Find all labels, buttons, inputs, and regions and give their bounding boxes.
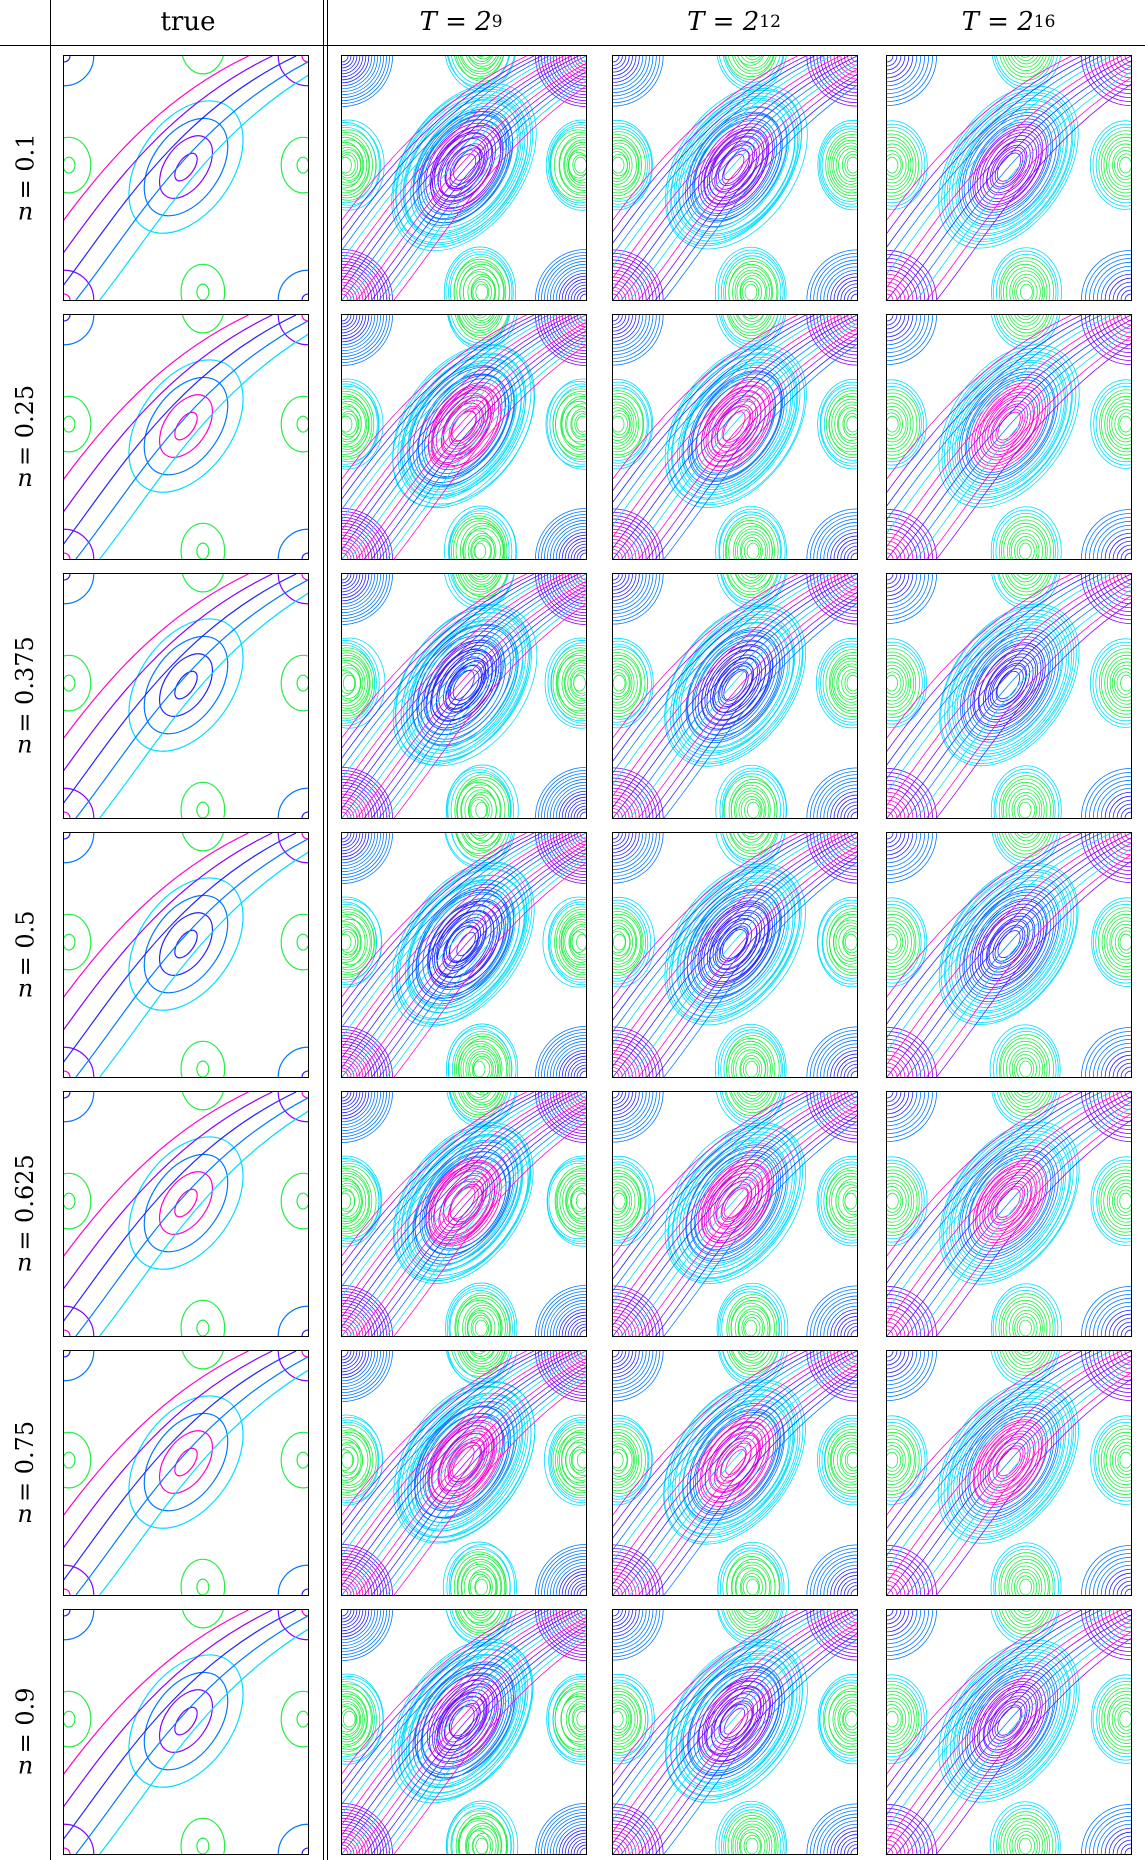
panel-t-2-9-u-0-75 <box>341 1350 587 1596</box>
streamline-plot <box>64 1351 308 1595</box>
streamline-plot <box>613 1092 857 1336</box>
panel-true-u-0-75 <box>63 1350 309 1596</box>
streamline-plot <box>613 56 857 300</box>
header-rule <box>0 45 1145 46</box>
panel-t-2-12-u-0-25 <box>612 314 858 560</box>
panel-true-u-0-5 <box>63 832 309 1078</box>
panel-true-u-0-625 <box>63 1091 309 1337</box>
streamline-plot <box>887 1351 1131 1595</box>
streamline-plot <box>613 833 857 1077</box>
row-header-u-0-9: u = 0.9 <box>0 1609 50 1855</box>
row-header-label: u = 0.375 <box>11 636 40 763</box>
row-header-label: u = 0.9 <box>11 1687 40 1783</box>
panel-t-2-9-u-0-5 <box>341 832 587 1078</box>
column-header-label: T = 2 <box>419 7 492 37</box>
true-column-rule-b <box>327 0 328 1860</box>
column-header-t-2-16: T = 2 16 <box>872 0 1145 44</box>
streamline-plot <box>342 1610 586 1854</box>
panel-t-2-9-u-0-375 <box>341 573 587 819</box>
streamline-plot <box>887 315 1131 559</box>
streamline-plot <box>64 1092 308 1336</box>
streamline-plot <box>613 315 857 559</box>
streamline-plot <box>613 1351 857 1595</box>
streamline-plot <box>613 574 857 818</box>
streamline-plot <box>342 56 586 300</box>
streamline-plot <box>342 1351 586 1595</box>
streamline-plot <box>887 833 1131 1077</box>
streamline-plot <box>64 315 308 559</box>
row-header-u-0-75: u = 0.75 <box>0 1350 50 1596</box>
panel-t-2-16-u-0-1 <box>886 55 1132 301</box>
panel-true-u-0-1 <box>63 55 309 301</box>
streamline-plot <box>342 833 586 1077</box>
column-header-label: T = 2 <box>961 7 1034 37</box>
streamline-plot <box>887 56 1131 300</box>
column-header-label: T = 2 <box>687 7 760 37</box>
streamline-plot <box>887 1610 1131 1854</box>
panel-t-2-12-u-0-9 <box>612 1609 858 1855</box>
row-header-u-0-375: u = 0.375 <box>0 573 50 819</box>
row-header-u-0-625: u = 0.625 <box>0 1091 50 1337</box>
panel-true-u-0-9 <box>63 1609 309 1855</box>
panel-true-u-0-25 <box>63 314 309 560</box>
column-header-t-2-12: T = 2 12 <box>596 0 872 44</box>
panel-t-2-9-u-0-625 <box>341 1091 587 1337</box>
panel-t-2-12-u-0-75 <box>612 1350 858 1596</box>
row-header-label: u = 0.25 <box>11 384 39 496</box>
row-header-label: u = 0.1 <box>11 133 40 229</box>
column-header-true: true <box>160 7 216 37</box>
panel-t-2-16-u-0-75 <box>886 1350 1132 1596</box>
streamline-plot <box>64 1610 308 1854</box>
panel-t-2-9-u-0-9 <box>341 1609 587 1855</box>
panel-t-2-12-u-0-625 <box>612 1091 858 1337</box>
streamline-plot <box>887 574 1131 818</box>
streamline-plot <box>887 1092 1131 1336</box>
panel-t-2-12-u-0-5 <box>612 832 858 1078</box>
streamline-plot <box>342 315 586 559</box>
panel-true-u-0-375 <box>63 573 309 819</box>
label-column-rule <box>50 0 51 1860</box>
row-header-label: u = 0.5 <box>11 910 40 1006</box>
panel-t-2-9-u-0-25 <box>341 314 587 560</box>
panel-t-2-16-u-0-625 <box>886 1091 1132 1337</box>
streamline-plot <box>64 833 308 1077</box>
panel-t-2-12-u-0-375 <box>612 573 858 819</box>
panel-t-2-12-u-0-1 <box>612 55 858 301</box>
row-header-u-0-25: u = 0.25 <box>0 314 50 560</box>
panel-t-2-16-u-0-25 <box>886 314 1132 560</box>
panel-t-2-16-u-0-375 <box>886 573 1132 819</box>
streamline-plot <box>342 1092 586 1336</box>
panel-t-2-16-u-0-9 <box>886 1609 1132 1855</box>
row-header-u-0-1: u = 0.1 <box>0 55 50 301</box>
column-header-exponent: 16 <box>1033 12 1056 32</box>
streamline-plot <box>64 56 308 300</box>
panel-t-2-16-u-0-5 <box>886 832 1132 1078</box>
row-header-label: u = 0.625 <box>11 1154 40 1281</box>
row-header-u-0-5: u = 0.5 <box>0 832 50 1078</box>
row-header-label: u = 0.75 <box>11 1420 39 1532</box>
streamline-plot <box>64 574 308 818</box>
streamline-plot <box>342 574 586 818</box>
column-header-exponent: 9 <box>491 12 503 32</box>
panel-t-2-9-u-0-1 <box>341 55 587 301</box>
true-column-rule-a <box>323 0 324 1860</box>
column-header-exponent: 12 <box>759 12 781 32</box>
streamline-plot <box>613 1610 857 1854</box>
